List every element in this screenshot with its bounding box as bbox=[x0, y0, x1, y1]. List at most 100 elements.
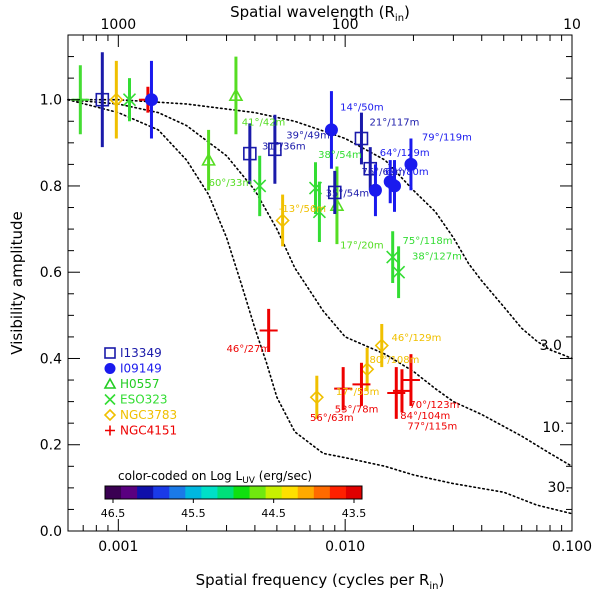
colorbar-swatch bbox=[249, 486, 267, 499]
data-point bbox=[383, 175, 397, 189]
colorbar-tick-label: 43.5 bbox=[342, 507, 367, 520]
point-label: 64°/129m bbox=[380, 148, 430, 159]
x-tick-label: 0.100 bbox=[552, 539, 592, 555]
legend-label: H0557 bbox=[120, 377, 160, 391]
point-label: 35°/54m bbox=[326, 189, 370, 200]
colorbar-swatch bbox=[185, 486, 202, 499]
data-point bbox=[243, 146, 257, 161]
data-point bbox=[228, 87, 244, 101]
point-label: 80°/108m bbox=[369, 355, 419, 366]
y-tick-label: 0.2 bbox=[40, 438, 62, 454]
colorbar-swatch bbox=[281, 486, 299, 499]
colorbar-swatch bbox=[121, 486, 138, 499]
data-point bbox=[275, 213, 290, 228]
data-point bbox=[95, 92, 110, 107]
colorbar-swatch bbox=[137, 486, 154, 499]
point-label: 56°/63m bbox=[310, 413, 354, 424]
y-tick-label: 0.0 bbox=[40, 524, 62, 540]
model-curve bbox=[67, 98, 573, 468]
data-point bbox=[109, 92, 124, 107]
colorbar-swatch bbox=[153, 486, 170, 499]
data-point bbox=[327, 185, 342, 200]
point-label: -13°/56m bbox=[279, 204, 326, 215]
data-point bbox=[368, 183, 382, 197]
model-curve-label: 10. bbox=[542, 420, 564, 436]
top-tick-label: 10 bbox=[563, 17, 581, 33]
data-point bbox=[394, 383, 409, 398]
colorbar-swatch bbox=[217, 486, 234, 499]
colorbar-swatch bbox=[169, 486, 186, 499]
data-point bbox=[268, 142, 282, 157]
legend-label: NGC3783 bbox=[120, 408, 177, 422]
point-label: 84°/104m bbox=[400, 411, 450, 422]
colorbar-tick-label: 45.5 bbox=[181, 507, 206, 520]
legend-label: I13349 bbox=[120, 346, 162, 360]
point-label: 75°/118m bbox=[403, 236, 453, 247]
data-point bbox=[122, 93, 137, 107]
data-point bbox=[261, 323, 276, 338]
y-tick-label: 0.6 bbox=[40, 265, 62, 281]
data-point bbox=[336, 381, 351, 396]
point-label: 31°/36m bbox=[262, 141, 306, 152]
legend-marker bbox=[105, 425, 115, 436]
axes: 0.001 0.010 0.100 1000 100 10 0.0 0.2 0.4 0.6 0.8 1… bbox=[40, 17, 592, 555]
point-label: 21°/117m bbox=[369, 118, 419, 129]
point-label: 64°/80m bbox=[385, 167, 429, 178]
legend-marker bbox=[104, 363, 116, 374]
point-label: 14°/50m bbox=[340, 102, 384, 113]
y-axis-label: Visibility amplitude bbox=[8, 211, 26, 354]
colorbar-title: color-coded on Log LUV (erg/sec) bbox=[118, 469, 312, 486]
data-point bbox=[144, 93, 158, 107]
colorbar-frame bbox=[104, 485, 363, 500]
data-point bbox=[374, 338, 389, 353]
colorbar-swatch bbox=[201, 486, 218, 499]
legend-label: I09149 bbox=[120, 362, 162, 376]
point-label: 76°/63m bbox=[361, 167, 405, 178]
data-point bbox=[201, 152, 216, 166]
point-label: 38°/127m bbox=[412, 251, 462, 262]
colorbar-swatch bbox=[313, 486, 331, 499]
legend-marker bbox=[103, 377, 117, 389]
point-label: 41°/42m bbox=[242, 118, 286, 129]
top-tick-label: 1000 bbox=[101, 17, 137, 33]
point-label: 17°/55m bbox=[336, 387, 380, 398]
y-tick-label: 0.8 bbox=[40, 179, 62, 195]
data-point bbox=[309, 390, 324, 405]
point-label: 17°/20m bbox=[340, 240, 384, 251]
data-point bbox=[404, 157, 418, 171]
data-point bbox=[354, 131, 369, 146]
point-label: 53°/78m bbox=[335, 404, 379, 415]
data-point bbox=[253, 179, 267, 193]
model-curve bbox=[67, 98, 573, 360]
model-curve-label: 3.0 bbox=[540, 338, 562, 354]
top-tick-label: 100 bbox=[332, 17, 359, 33]
point-label: 46°/27m bbox=[227, 344, 271, 355]
model-curve bbox=[67, 98, 573, 515]
top-axis-label: Spatial wavelength (Rin) bbox=[230, 3, 410, 24]
point-label: 70°/123m bbox=[409, 400, 459, 411]
data-point bbox=[386, 250, 400, 264]
plot-frame bbox=[67, 34, 573, 532]
colorbar: color-coded on Log LUV (erg/sec) 46.5 45.5… bbox=[101, 469, 367, 520]
model-curves: 3.0 10. 30. bbox=[67, 98, 573, 515]
colorbar-tick-label: 44.5 bbox=[261, 507, 286, 520]
point-label: 60°/33m bbox=[209, 178, 253, 189]
colorbar-swatch bbox=[233, 486, 251, 499]
colorbar-swatch bbox=[265, 486, 283, 499]
legend-marker bbox=[104, 393, 116, 406]
legend-label: ESO323 bbox=[120, 393, 168, 407]
data-points bbox=[71, 52, 420, 419]
data-point bbox=[324, 123, 338, 137]
x-tick-label: 0.010 bbox=[325, 539, 365, 555]
colorbar-swatch bbox=[105, 486, 122, 499]
data-point bbox=[354, 377, 369, 392]
x-axis-label: Spatial frequency (cycles per Rin) bbox=[196, 571, 445, 592]
colorbar-swatch bbox=[329, 486, 347, 499]
point-label: 38°/54m bbox=[318, 150, 362, 161]
point-label: 79°/119m bbox=[422, 133, 472, 144]
legend-label: NGC4151 bbox=[120, 424, 177, 438]
y-tick-label: 0.4 bbox=[40, 351, 62, 367]
